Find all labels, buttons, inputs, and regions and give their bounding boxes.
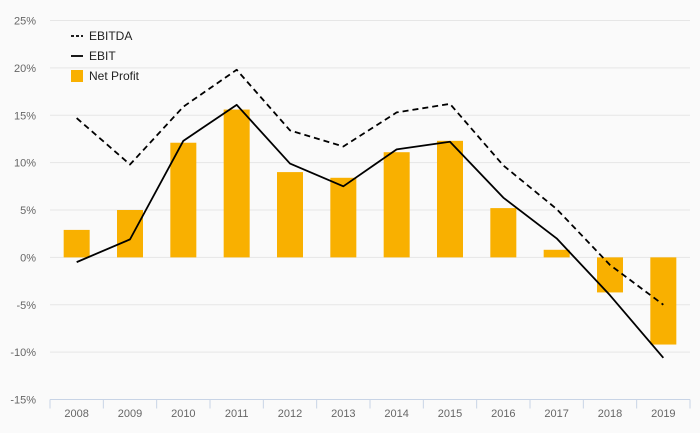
y-tick-label: 5% — [20, 205, 36, 217]
x-tick-label: 2014 — [384, 408, 408, 420]
net-profit-bar — [490, 208, 517, 258]
x-tick-label: 2009 — [118, 408, 142, 420]
y-tick-label: -5% — [16, 300, 36, 312]
net-profit-bar — [650, 257, 677, 345]
x-tick-label: 2010 — [171, 408, 195, 420]
x-axis: 2008 2009 2010 2011 2012 2013 2014 2015 2016 2017… — [49, 399, 691, 420]
y-tick-label: -15% — [10, 395, 36, 407]
y-tick-label: 10% — [14, 158, 36, 170]
y-tick-label: -10% — [10, 347, 36, 359]
net-profit-bar — [383, 152, 410, 258]
net-profit-bar — [330, 177, 357, 258]
x-tick-label: 2008 — [64, 408, 88, 420]
ebit-line — [76, 103, 665, 359]
x-tick-label: 2011 — [225, 408, 249, 420]
series-lines — [76, 68, 665, 359]
x-tick-label: 2016 — [491, 408, 515, 420]
legend-net-profit-label: Net Profit — [89, 69, 140, 83]
y-axis-ticks: 25% 20% 15% 10% 5% 0% -5% -10% -15% — [10, 16, 36, 407]
net-profit-bar — [223, 109, 250, 258]
grid — [50, 20, 690, 353]
x-tick-label: 2015 — [438, 408, 462, 420]
net-profit-bar — [63, 229, 90, 258]
x-tick-label: 2013 — [331, 408, 355, 420]
legend-ebit-label: EBIT — [89, 49, 116, 63]
x-tick-label: 2017 — [544, 408, 568, 420]
legend: EBITDA EBIT Net Profit — [71, 29, 140, 83]
legend-ebitda-label: EBITDA — [89, 29, 132, 43]
net-profit-bar — [597, 257, 623, 293]
net-profit-bar — [117, 210, 143, 258]
net-profit-bar — [437, 140, 463, 258]
net-profit-bars — [63, 109, 677, 345]
y-tick-label: 15% — [14, 110, 36, 122]
y-tick-label: 20% — [14, 63, 36, 75]
y-tick-label: 25% — [14, 16, 36, 28]
x-tick-label: 2018 — [598, 408, 622, 420]
net-profit-bar — [543, 249, 570, 258]
ebitda-line — [76, 68, 664, 306]
y-tick-label: 0% — [20, 252, 36, 264]
net-profit-bar — [170, 142, 197, 258]
x-tick-label: 2019 — [651, 408, 675, 420]
net-profit-bar — [277, 172, 303, 258]
x-tick-label: 2012 — [278, 408, 302, 420]
legend-net-profit-marker — [71, 70, 83, 82]
